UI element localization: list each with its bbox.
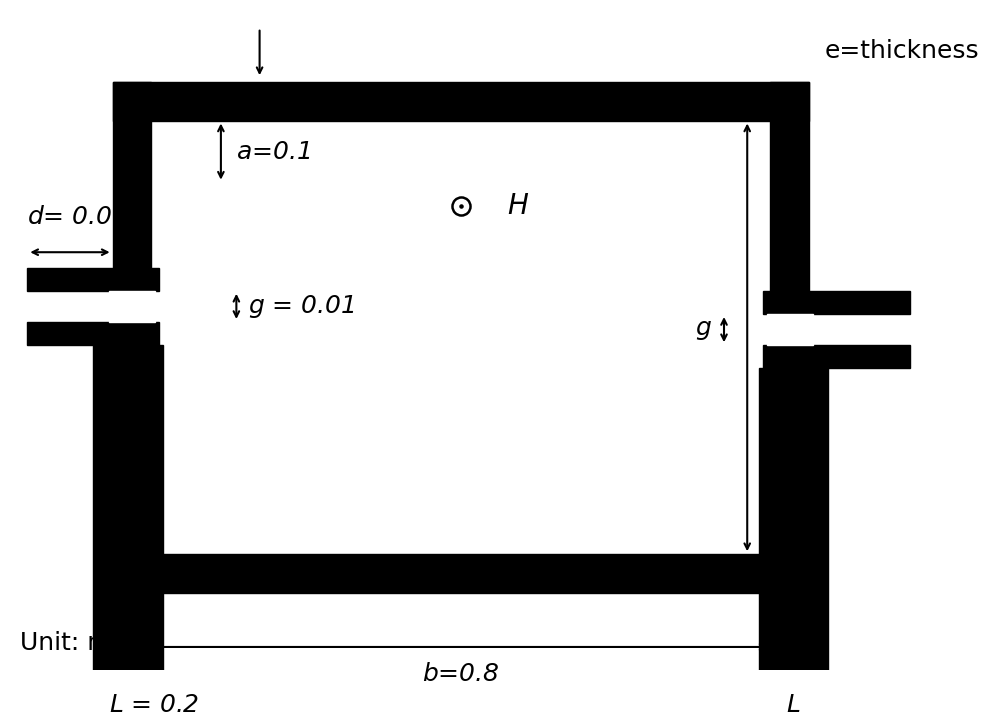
Bar [763,345,910,368]
Text: $d$= 0.01: $d$= 0.01 [27,205,126,229]
Bar [113,554,809,593]
Bar [27,322,159,345]
Bar [93,345,163,701]
Bar [109,291,155,322]
Text: c=0.39: c=0.39 [766,292,790,383]
Bar [759,368,828,701]
Bar [27,268,159,291]
Text: $b$=0.8: $b$=0.8 [422,663,499,686]
Text: $g$ = 0.01: $g$ = 0.01 [248,293,355,320]
Bar [113,82,151,593]
Text: $L$ = 0.2: $L$ = 0.2 [109,694,199,717]
Text: $g$: $g$ [695,317,712,342]
Text: $a$=0.1: $a$=0.1 [236,139,311,164]
Text: $L$: $L$ [786,694,801,717]
Text: $H$: $H$ [507,192,529,220]
Text: Unit: mm: Unit: mm [20,630,136,655]
Bar [767,314,813,345]
Bar [113,82,809,121]
Bar [770,82,809,593]
Bar [763,291,910,314]
Text: e=thickness: e=thickness [825,39,979,63]
